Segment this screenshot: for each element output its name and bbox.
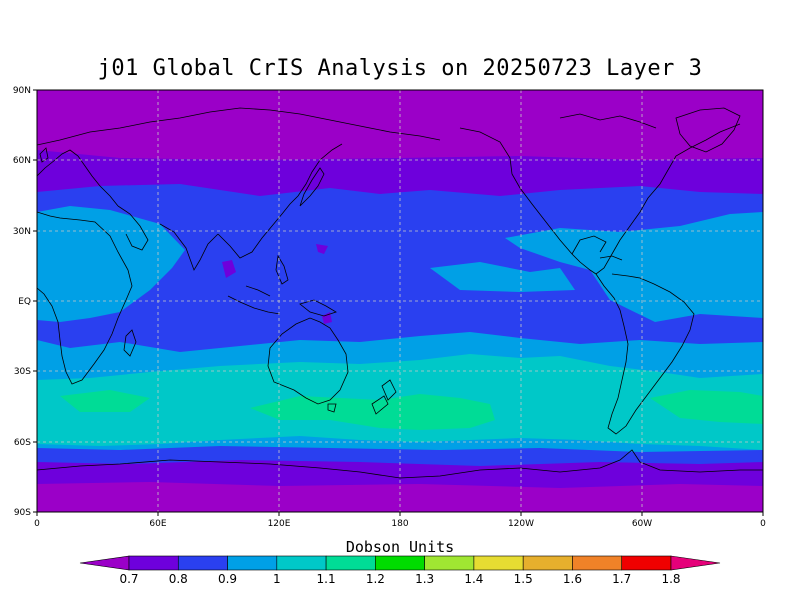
field-band-1-1-1-2-atlantic [650, 390, 763, 424]
lat-label: 90N [13, 86, 31, 96]
colorbar-swatch [128, 555, 179, 571]
colorbar-max-triangle [670, 555, 721, 571]
field-band-0-9-1-atlantic [505, 212, 763, 322]
field-band-0-9-1-pacific [430, 262, 575, 292]
coast-europe [37, 149, 119, 207]
coast-madagascar [123, 329, 137, 357]
coast-japan [299, 167, 325, 207]
colorbar-label: 1 [273, 572, 281, 586]
coast-new-guinea [299, 299, 337, 317]
colorbar-label: 1.3 [415, 572, 434, 586]
colorbar-label: 0.8 [169, 572, 188, 586]
colorbar-swatch [177, 555, 228, 571]
gridlines [37, 90, 763, 512]
colorbar-swatch [227, 555, 278, 571]
coast-caribbean [599, 255, 623, 261]
colorbar-label: 1.6 [563, 572, 582, 586]
lat-label: 30S [14, 367, 31, 377]
field-patch-south-china-sea [222, 260, 236, 278]
coast-eurasia-north [37, 107, 441, 146]
lon-label: 120W [508, 519, 534, 529]
colorbar-min-triangle [79, 555, 130, 571]
colorbar-swatch [325, 555, 376, 571]
lat-labels: 90N 60N 30N EQ 30S 60S 90S [13, 86, 31, 518]
lat-label: EQ [18, 297, 31, 307]
lon-label: 60E [149, 519, 166, 529]
lat-label: 60N [13, 156, 31, 166]
lon-label: 0 [34, 519, 40, 529]
coast-british-isles [39, 147, 49, 163]
lon-label: 120E [268, 519, 291, 529]
colorbar-swatch [276, 555, 327, 571]
colorbar-swatch [424, 555, 475, 571]
axis-ticks [33, 89, 764, 516]
coast-greenland [675, 107, 741, 153]
coast-north-america [459, 123, 741, 275]
coast-indonesia-1 [227, 295, 281, 315]
field-patch-pacific-2 [322, 312, 332, 324]
coast-gulf-of-mexico [571, 235, 607, 255]
colorbar-label: 1.7 [612, 572, 631, 586]
colorbar-label: 1.2 [366, 572, 385, 586]
colorbar-label: 1.1 [317, 572, 336, 586]
lat-label: 30N [13, 227, 31, 237]
colorbar-label: 1.8 [661, 572, 680, 586]
lat-label: 60S [14, 438, 31, 448]
field-band-south-lt-0-7 [37, 482, 763, 512]
coast-new-zealand-north [381, 379, 397, 401]
field-patch-pacific-1 [316, 244, 328, 254]
coast-africa [37, 211, 133, 385]
coast-arabia [117, 205, 149, 251]
coast-indonesia-2 [245, 285, 271, 297]
colorbar-swatch [375, 555, 425, 571]
coast-new-zealand-south [371, 395, 389, 415]
coast-arctic-islands [559, 113, 657, 129]
colorbar-swatch [572, 555, 623, 571]
map-title: j01 Global CrIS Analysis on 20250723 Lay… [97, 56, 703, 81]
coast-australia [267, 317, 349, 405]
coast-antarctica [37, 449, 763, 479]
colorbar-label: 0.9 [218, 572, 237, 586]
field-band-1-1-1-2-nz [250, 394, 495, 430]
colorbar-label: 1.5 [514, 572, 533, 586]
colorbar-swatch [621, 555, 672, 571]
colorbar: 0.7 0.8 0.9 1 1.1 1.2 1.3 1.4 1.5 1.6 1.7 1.8 [79, 555, 721, 586]
coast-east-asia [217, 143, 343, 259]
lon-labels: 0 60E 120E 180 120W 60W 0 [34, 519, 766, 529]
lat-label: 90S [14, 508, 31, 518]
colorbar-label: 0.7 [119, 572, 138, 586]
coast-philippines [275, 254, 289, 285]
lon-label: 60W [632, 519, 652, 529]
coastlines [37, 107, 763, 479]
coast-south-america [595, 273, 695, 435]
lon-label: 0 [760, 519, 766, 529]
field-band-0-9-1-tropics [37, 206, 185, 322]
colorbar-title: Dobson Units [346, 538, 454, 556]
coast-india [159, 223, 219, 271]
colorbar-label: 1.4 [464, 572, 483, 586]
lon-label: 180 [391, 519, 408, 529]
field-band-1-1-1-2-africa [60, 390, 150, 412]
coast-tasmania [327, 403, 337, 413]
colorbar-swatch [473, 555, 524, 571]
colorbar-swatch [522, 555, 573, 571]
